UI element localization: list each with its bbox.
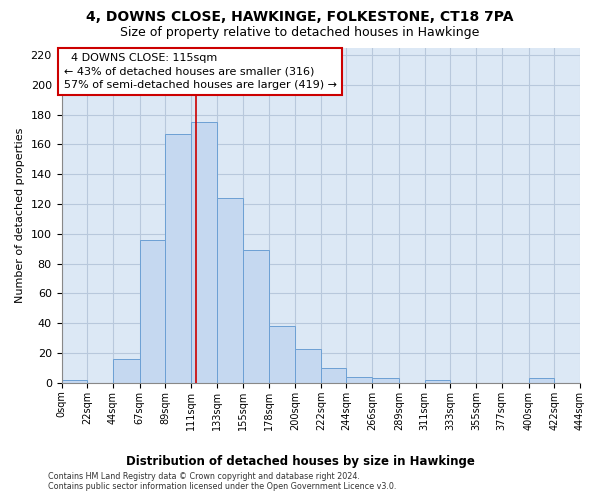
Bar — [295, 348, 321, 383]
Text: Contains public sector information licensed under the Open Government Licence v3: Contains public sector information licen… — [48, 482, 397, 491]
Bar — [242, 250, 269, 383]
Bar — [140, 240, 166, 383]
Bar — [346, 377, 372, 383]
Bar — [217, 198, 242, 383]
Y-axis label: Number of detached properties: Number of detached properties — [15, 128, 25, 303]
Text: Distribution of detached houses by size in Hawkinge: Distribution of detached houses by size … — [125, 455, 475, 468]
Bar — [425, 380, 451, 383]
Text: Contains HM Land Registry data © Crown copyright and database right 2024.: Contains HM Land Registry data © Crown c… — [48, 472, 360, 481]
Bar — [62, 380, 87, 383]
Text: 4, DOWNS CLOSE, HAWKINGE, FOLKESTONE, CT18 7PA: 4, DOWNS CLOSE, HAWKINGE, FOLKESTONE, CT… — [86, 10, 514, 24]
Bar — [529, 378, 554, 383]
Bar — [372, 378, 399, 383]
Text: 4 DOWNS CLOSE: 115sqm  
← 43% of detached houses are smaller (316)
57% of semi-d: 4 DOWNS CLOSE: 115sqm ← 43% of detached … — [64, 54, 337, 90]
Bar — [166, 134, 191, 383]
Bar — [269, 326, 295, 383]
Bar — [321, 368, 346, 383]
Bar — [191, 122, 217, 383]
Text: Size of property relative to detached houses in Hawkinge: Size of property relative to detached ho… — [121, 26, 479, 39]
Bar — [113, 359, 140, 383]
